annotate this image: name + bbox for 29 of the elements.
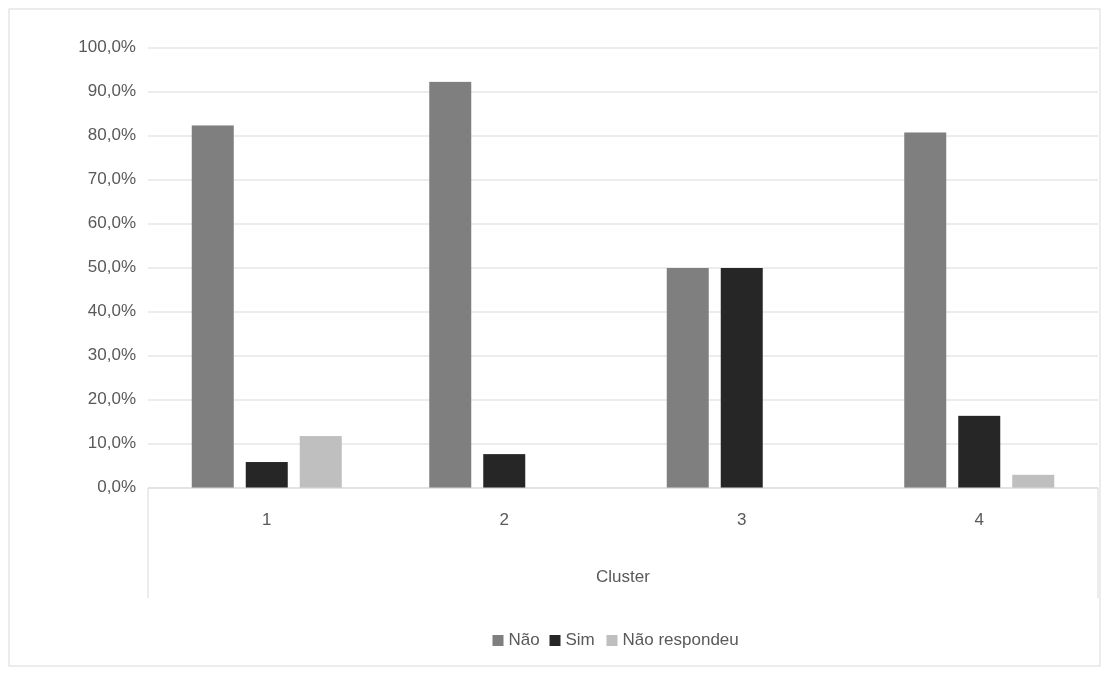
y-tick-label: 0,0% — [97, 477, 136, 497]
legend-label: Sim — [565, 630, 595, 650]
bar — [720, 268, 763, 488]
y-tick-label: 40,0% — [87, 301, 136, 321]
y-tick-label: 80,0% — [87, 125, 136, 145]
bar — [666, 268, 709, 488]
bar — [958, 415, 1001, 488]
bar — [299, 436, 342, 488]
x-tick-label: 1 — [262, 510, 272, 530]
bar — [483, 454, 526, 488]
legend-label: Não respondeu — [622, 630, 739, 650]
y-tick-label: 10,0% — [87, 433, 136, 453]
y-tick-label: 60,0% — [87, 213, 136, 233]
y-tick-label: 50,0% — [87, 257, 136, 277]
y-tick-label: 90,0% — [87, 81, 136, 101]
bar — [904, 132, 947, 488]
bar — [191, 125, 234, 488]
x-tick-label: 2 — [499, 510, 509, 530]
bar — [245, 462, 288, 488]
y-tick-label: 20,0% — [87, 389, 136, 409]
y-tick-label: 30,0% — [87, 345, 136, 365]
bar — [429, 81, 472, 488]
bar — [1012, 474, 1055, 488]
x-tick-label: 4 — [974, 510, 984, 530]
legend-label: Não — [508, 630, 540, 650]
x-tick-label: 3 — [737, 510, 747, 530]
y-tick-label: 70,0% — [87, 169, 136, 189]
x-axis-title: Cluster — [596, 567, 651, 587]
y-tick-label: 100,0% — [78, 37, 136, 57]
